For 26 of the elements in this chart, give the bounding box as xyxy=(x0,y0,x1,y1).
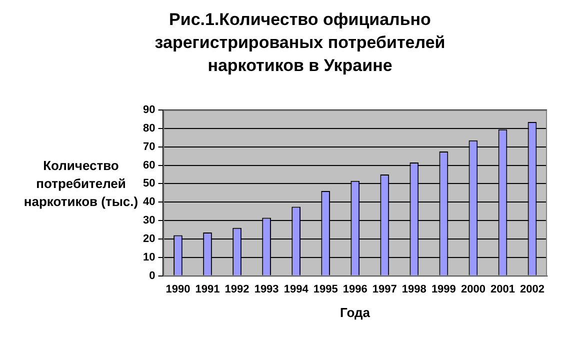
y-tick-label: 70 xyxy=(142,140,156,153)
y-tick-label: 40 xyxy=(142,196,156,208)
x-tick-label: 1990 xyxy=(166,283,190,296)
y-tick-label: 50 xyxy=(142,178,156,190)
y-tick-label: 60 xyxy=(142,159,156,172)
x-tick-label: 1991 xyxy=(195,283,220,296)
x-tick-label: 1993 xyxy=(254,283,279,296)
y-tick-label: 10 xyxy=(142,251,156,264)
x-tick-label: 2000 xyxy=(460,283,486,296)
x-tick-label: 2001 xyxy=(490,283,515,296)
x-tick-label: 1997 xyxy=(372,283,397,296)
x-tick-label: 2002 xyxy=(520,283,544,296)
y-tick-label: 90 xyxy=(142,104,156,116)
x-tick-label: 1995 xyxy=(313,283,338,296)
y-axis-title: Количество потребителей наркотиков (тыс.) xyxy=(22,157,140,211)
y-tick-label: 30 xyxy=(142,214,156,227)
x-tick-label: 1992 xyxy=(224,283,250,296)
y-tick-label: 20 xyxy=(142,232,156,245)
x-axis-title: Года xyxy=(339,305,371,320)
x-tick-label: 1998 xyxy=(402,283,426,296)
x-tick-label: 1994 xyxy=(284,283,310,296)
x-tick-label: 1996 xyxy=(342,283,368,296)
x-tick-label: 1999 xyxy=(431,283,456,296)
y-tick-label: 80 xyxy=(142,122,156,134)
chart-title: Рис.1.Количество официально зарегистрированых потребителей наркотиков в Украине xyxy=(154,9,446,77)
y-tick-label: 0 xyxy=(149,270,156,282)
